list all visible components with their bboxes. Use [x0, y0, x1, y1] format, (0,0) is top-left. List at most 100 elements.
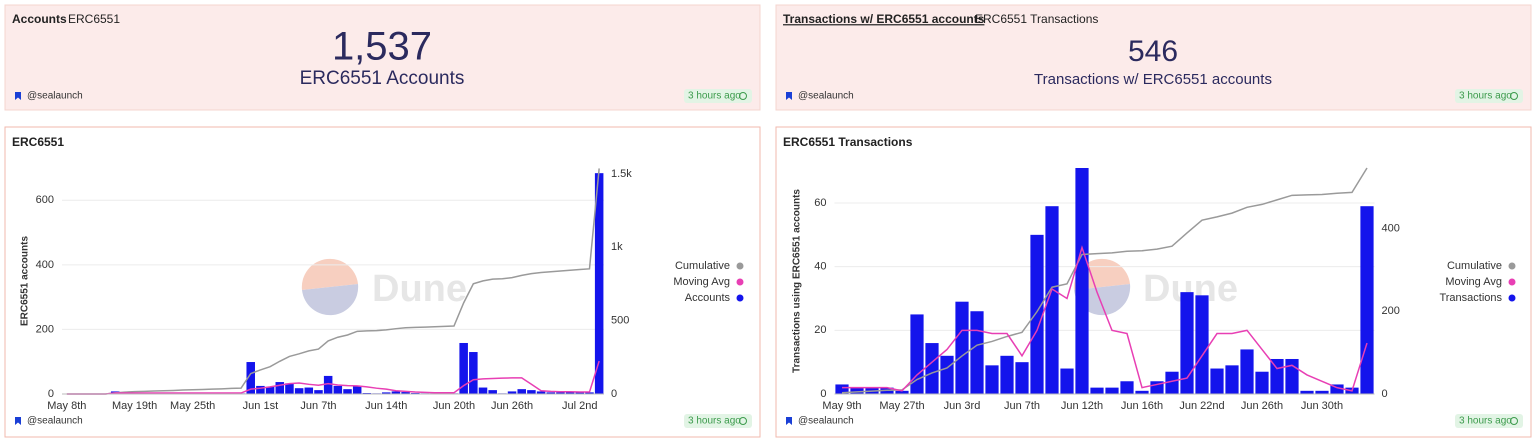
author[interactable]: @sealaunch — [27, 91, 83, 102]
updated-badge — [684, 89, 752, 103]
legend-marker — [1508, 294, 1516, 302]
tab[interactable]: Transactions w/ ERC6551 accounts — [783, 12, 985, 26]
x-tick-label: Jun 1st — [243, 400, 278, 412]
legend-marker — [736, 262, 744, 270]
bar — [970, 311, 984, 394]
bar — [1240, 349, 1254, 394]
author[interactable]: @sealaunch — [798, 416, 854, 427]
bar — [1360, 206, 1374, 394]
y2-tick-label: 400 — [1382, 222, 1400, 234]
x-tick-label: May 27th — [879, 400, 924, 412]
chart-panel — [4, 126, 761, 438]
bar — [985, 365, 999, 394]
counter-label: Transactions w/ ERC6551 accounts — [1034, 71, 1272, 88]
bar — [556, 392, 565, 394]
x-tick-label: Jun 30th — [1301, 400, 1343, 412]
bar — [1000, 355, 1014, 394]
x-tick-label: Jun 7th — [1004, 400, 1040, 412]
legend-label: Moving Avg — [673, 276, 730, 288]
y2-tick-label: 200 — [1382, 305, 1400, 317]
bar — [1285, 358, 1299, 394]
tab[interactable]: ERC6551 — [68, 12, 120, 26]
counter-label: ERC6551 Accounts — [300, 68, 465, 89]
x-tick-label: Jun 7th — [300, 400, 336, 412]
updated: 3 hours ago — [1459, 416, 1512, 427]
y-tick-label: 400 — [36, 259, 54, 271]
bar — [1045, 206, 1059, 394]
bar — [1090, 387, 1104, 394]
check-icon — [739, 92, 747, 100]
x-tick-label: May 8th — [47, 400, 86, 412]
x-tick-label: Jun 20th — [433, 400, 475, 412]
check-icon — [1510, 92, 1518, 100]
updated: 3 hours ago — [1459, 91, 1512, 102]
bar — [1270, 358, 1284, 394]
bar — [1225, 365, 1239, 394]
bar — [256, 385, 265, 394]
bar — [895, 390, 909, 394]
legend-marker — [736, 294, 744, 302]
bar — [333, 385, 343, 394]
bar — [1105, 387, 1119, 394]
watermark: Dune — [301, 258, 467, 316]
x-tick-label: Jul 2nd — [562, 400, 597, 412]
legend-label: Transactions — [1439, 292, 1502, 304]
bar — [352, 385, 362, 394]
bar — [275, 382, 285, 394]
author[interactable]: @sealaunch — [798, 91, 854, 102]
legend-label: Cumulative — [675, 260, 730, 272]
y-axis-label: Transactions using ERC6551 accounts — [792, 189, 803, 373]
bar — [285, 383, 294, 394]
bar — [585, 392, 594, 394]
x-tick-label: May 9th — [822, 400, 861, 412]
x-tick-label: Jun 26th — [491, 400, 533, 412]
check-icon — [739, 417, 747, 425]
author[interactable]: @sealaunch — [27, 416, 83, 427]
chart-title: ERC6551 Transactions — [783, 135, 913, 149]
bar — [594, 173, 604, 394]
y2-tick-label: 0 — [611, 388, 617, 400]
legend-label: Moving Avg — [1445, 276, 1502, 288]
bar — [1330, 384, 1344, 394]
x-tick-label: May 25th — [170, 400, 215, 412]
y-tick-label: 0 — [48, 388, 54, 400]
legend-label: Cumulative — [1447, 260, 1502, 272]
bar — [401, 392, 410, 394]
bar — [304, 387, 314, 394]
x-tick-label: Jun 16th — [1121, 400, 1163, 412]
bar — [314, 390, 323, 394]
legend-label: Accounts — [685, 292, 731, 304]
y-tick-label: 600 — [36, 194, 54, 206]
y-tick-label: 60 — [814, 197, 826, 209]
tab[interactable]: ERC6551 Transactions — [975, 12, 1098, 26]
watermark-text: Dune — [372, 268, 467, 310]
x-tick-label: Jun 22nd — [1179, 400, 1224, 412]
updated: 3 hours ago — [688, 91, 741, 102]
line — [66, 360, 600, 395]
bar — [910, 314, 924, 394]
bar — [343, 389, 352, 394]
updated-badge — [1455, 414, 1523, 428]
line — [842, 245, 1368, 392]
bar — [1315, 390, 1329, 394]
updated-badge — [1455, 89, 1523, 103]
counter-panel — [4, 4, 761, 111]
bar — [1195, 295, 1209, 394]
updated-badge — [684, 414, 752, 428]
author-icon — [15, 417, 21, 425]
bar — [1300, 390, 1314, 394]
bar — [1180, 292, 1194, 394]
counter-value: 1,537 — [332, 25, 432, 69]
bar — [391, 391, 401, 394]
bar — [1030, 234, 1044, 394]
bar — [536, 391, 546, 394]
author-icon — [15, 92, 21, 100]
bar — [1255, 371, 1269, 394]
y-tick-label: 20 — [814, 324, 826, 336]
line — [66, 168, 600, 395]
tab[interactable]: Accounts — [12, 12, 67, 26]
counter-panel — [775, 4, 1532, 111]
y-tick-label: 200 — [36, 323, 54, 335]
bar — [850, 387, 864, 394]
